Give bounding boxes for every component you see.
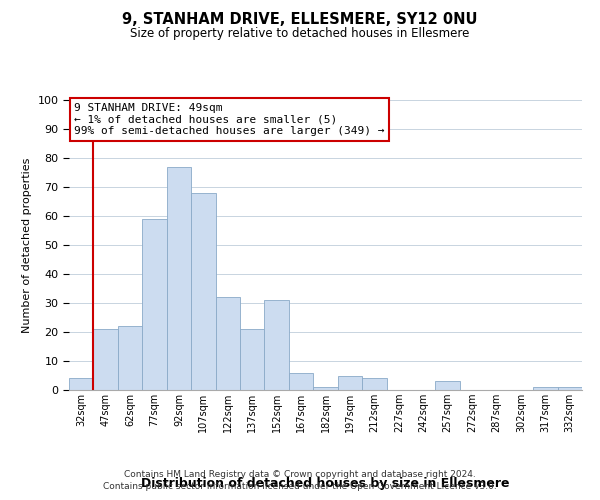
Bar bbox=[167, 166, 191, 390]
Bar bbox=[142, 219, 167, 390]
Bar bbox=[313, 387, 338, 390]
Bar bbox=[362, 378, 386, 390]
Bar bbox=[557, 387, 582, 390]
Text: Contains public sector information licensed under the Open Government Licence v3: Contains public sector information licen… bbox=[103, 482, 497, 491]
Bar bbox=[289, 372, 313, 390]
Bar bbox=[69, 378, 94, 390]
X-axis label: Distribution of detached houses by size in Ellesmere: Distribution of detached houses by size … bbox=[141, 476, 510, 490]
Bar bbox=[118, 326, 142, 390]
Bar bbox=[338, 376, 362, 390]
Y-axis label: Number of detached properties: Number of detached properties bbox=[22, 158, 32, 332]
Bar bbox=[436, 382, 460, 390]
Bar bbox=[265, 300, 289, 390]
Text: 9 STANHAM DRIVE: 49sqm
← 1% of detached houses are smaller (5)
99% of semi-detac: 9 STANHAM DRIVE: 49sqm ← 1% of detached … bbox=[74, 103, 385, 136]
Bar bbox=[94, 329, 118, 390]
Bar bbox=[215, 297, 240, 390]
Text: Size of property relative to detached houses in Ellesmere: Size of property relative to detached ho… bbox=[130, 28, 470, 40]
Text: Contains HM Land Registry data © Crown copyright and database right 2024.: Contains HM Land Registry data © Crown c… bbox=[124, 470, 476, 479]
Bar bbox=[240, 329, 265, 390]
Bar bbox=[533, 387, 557, 390]
Text: 9, STANHAM DRIVE, ELLESMERE, SY12 0NU: 9, STANHAM DRIVE, ELLESMERE, SY12 0NU bbox=[122, 12, 478, 28]
Bar bbox=[191, 193, 215, 390]
